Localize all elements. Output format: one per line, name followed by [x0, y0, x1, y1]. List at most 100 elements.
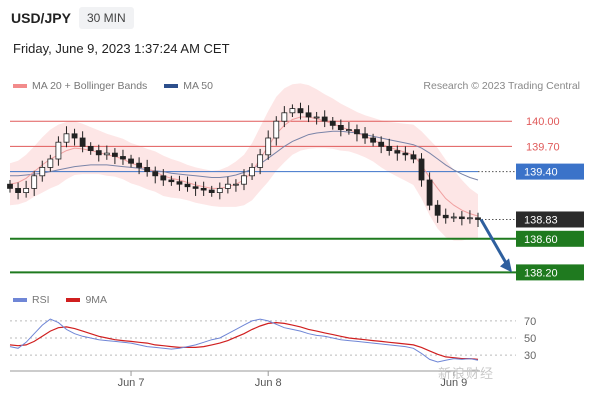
candle-body — [281, 112, 288, 122]
projection-arrow-line — [479, 218, 510, 268]
candle-body — [265, 137, 272, 156]
candle-body — [442, 214, 449, 219]
x-tick-label-0: Jun 7 — [118, 377, 145, 389]
legend-item-ma50: MA 50 — [164, 80, 213, 92]
legend-label-rsi: RSI — [32, 294, 50, 306]
candle-body — [410, 154, 417, 160]
legend-item-rsi: RSI — [13, 294, 50, 306]
candle-body — [475, 217, 481, 220]
candle-body — [39, 166, 46, 177]
legend-swatch-ma50 — [164, 84, 179, 89]
level-label-139-70: 139.70 — [526, 141, 560, 153]
legend-swatch-ma20 — [13, 84, 27, 89]
timeframe-badge[interactable]: 30 MIN — [79, 7, 134, 29]
level-label-140-00: 140.00 — [526, 116, 560, 128]
candle-body — [233, 183, 239, 186]
candle-body — [402, 152, 409, 156]
projection-arrow-head — [500, 258, 512, 273]
candle-body — [136, 162, 143, 168]
candle-body — [257, 154, 264, 168]
level-tag-138-60 — [516, 230, 584, 247]
candle-body — [378, 141, 385, 147]
candle-body — [87, 145, 94, 151]
candle-body — [354, 129, 360, 135]
level-tag-138-20 — [516, 264, 584, 281]
candle-body — [370, 137, 377, 143]
candle-body — [200, 187, 207, 191]
candle-body — [249, 166, 255, 177]
candles-group — [7, 102, 481, 228]
rsi-tick-50: 50 — [524, 333, 536, 345]
candle-body — [216, 187, 223, 193]
candle-body — [144, 166, 151, 172]
legend-label-ma20: MA 20 + Bollinger Bands — [32, 80, 148, 92]
level-label-139-40: 139.40 — [524, 167, 558, 179]
candle-body — [7, 183, 13, 189]
research-credit: Research © 2023 Trading Central — [423, 80, 580, 92]
candle-body — [426, 179, 433, 206]
candle-body — [321, 116, 328, 122]
symbol-label: USD/JPY — [11, 10, 71, 26]
chart-datetime: Friday, June 9, 2023 1:37:24 AM CET — [13, 41, 230, 56]
chart-header: USD/JPY 30 MIN — [0, 0, 590, 36]
candle-body — [168, 179, 175, 183]
candle-body — [208, 189, 215, 194]
candle-body — [450, 216, 457, 219]
candle-body — [289, 108, 296, 114]
main-legend: MA 20 + Bollinger Bands MA 50 — [13, 80, 227, 92]
legend-item-9ma: 9MA — [66, 294, 107, 306]
level-label-138-60: 138.60 — [524, 234, 558, 246]
x-tick-label-2: Jun 9 — [440, 377, 467, 389]
candle-body — [152, 171, 159, 177]
candle-body — [79, 137, 86, 147]
candle-body — [184, 183, 191, 188]
rsi-line — [9, 318, 479, 363]
candle-body — [458, 216, 465, 220]
candle-body — [63, 133, 70, 143]
candle-body — [313, 116, 320, 119]
level-label-138-83: 138.83 — [524, 214, 558, 226]
rsi-tick-70: 70 — [524, 316, 536, 328]
candle-body — [71, 133, 78, 139]
legend-label-ma50: MA 50 — [183, 80, 213, 92]
candle-body — [128, 158, 134, 164]
candle-body — [111, 152, 118, 157]
legend-item-ma20: MA 20 + Bollinger Bands — [13, 80, 147, 92]
rsi-tick-30: 30 — [524, 350, 536, 362]
candle-body — [241, 175, 247, 185]
legend-label-9ma: 9MA — [85, 294, 108, 306]
candle-body — [434, 204, 441, 216]
candle-body — [394, 150, 401, 154]
bollinger-band-area — [10, 83, 478, 241]
candle-body — [23, 187, 30, 193]
level-tag-139-40 — [516, 163, 584, 180]
candle-body — [329, 120, 336, 126]
candle-body — [176, 181, 183, 185]
candle-body — [273, 120, 280, 139]
candle-body — [192, 186, 199, 189]
candle-body — [297, 108, 304, 114]
candle-body — [345, 129, 352, 132]
candle-body — [15, 187, 21, 193]
candle-body — [103, 152, 110, 156]
rsi-legend: RSI 9MA — [13, 294, 121, 306]
candle-body — [31, 175, 38, 189]
candle-body — [418, 158, 425, 181]
last-price-tag — [516, 211, 584, 228]
watermark: 新浪财经 — [438, 366, 495, 381]
candle-body — [160, 175, 167, 181]
level-label-138-20: 138.20 — [524, 267, 558, 279]
candle-body — [224, 183, 231, 189]
x-tick-label-1: Jun 8 — [255, 377, 282, 389]
candle-body — [386, 145, 393, 151]
legend-swatch-9ma — [66, 298, 81, 303]
legend-swatch-rsi — [13, 298, 27, 303]
candle-body — [55, 141, 62, 160]
candle-body — [95, 150, 102, 156]
candle-body — [120, 156, 126, 160]
rsi-9ma-line — [9, 321, 479, 360]
candle-body — [305, 112, 312, 118]
candle-body — [467, 217, 473, 220]
candle-body — [47, 158, 54, 168]
